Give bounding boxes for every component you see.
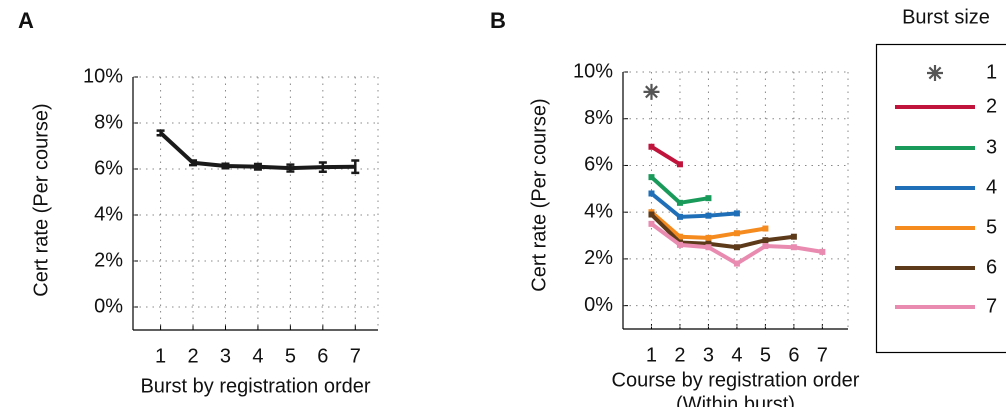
y-tick-label: 4% bbox=[94, 203, 123, 225]
y-tick-label: 6% bbox=[584, 154, 613, 176]
x-tick-label: 1 bbox=[646, 344, 657, 366]
point-marker bbox=[648, 220, 655, 227]
x-tick-label: 7 bbox=[817, 344, 828, 366]
error-bar bbox=[318, 161, 327, 174]
point-marker bbox=[733, 260, 740, 267]
error-bar bbox=[221, 162, 230, 170]
point-marker bbox=[648, 174, 655, 181]
legend-box bbox=[875, 43, 1006, 354]
error-bar bbox=[351, 159, 360, 175]
y-tick-label: 2% bbox=[584, 247, 613, 269]
x-axis-label: Course by registration order bbox=[612, 369, 860, 391]
x-tick-label: 6 bbox=[317, 345, 328, 367]
y-tick-label: 8% bbox=[584, 107, 613, 129]
point-marker bbox=[705, 195, 712, 202]
point-marker bbox=[648, 190, 655, 197]
point-marker bbox=[733, 244, 740, 251]
point-marker bbox=[790, 233, 797, 240]
legend-title: Burst size bbox=[902, 6, 990, 28]
x-tick-label: 4 bbox=[252, 345, 263, 367]
series-line bbox=[650, 191, 738, 219]
y-axis-label: Cert rate (Per course) bbox=[30, 103, 52, 296]
y-tick-label: 2% bbox=[94, 249, 123, 271]
point-marker bbox=[648, 211, 655, 218]
legend-label: 3 bbox=[986, 136, 997, 158]
x-tick-label: 3 bbox=[220, 345, 231, 367]
x-tick-label: 5 bbox=[285, 345, 296, 367]
legend-label: 4 bbox=[986, 176, 997, 198]
series-line bbox=[650, 213, 795, 250]
point-marker bbox=[733, 230, 740, 237]
error-bar bbox=[286, 163, 295, 173]
x-tick-label: 3 bbox=[703, 344, 714, 366]
error-bar bbox=[189, 159, 198, 167]
legend-label: 5 bbox=[986, 216, 997, 238]
error-bar bbox=[253, 162, 262, 171]
panel-label: A bbox=[18, 8, 34, 33]
point-marker bbox=[676, 199, 683, 206]
point-marker bbox=[676, 161, 683, 168]
legend-label: 6 bbox=[986, 256, 997, 278]
x-tick-label: 6 bbox=[788, 344, 799, 366]
point-marker bbox=[762, 243, 769, 250]
legend-label: 1 bbox=[986, 61, 997, 83]
point-marker bbox=[705, 240, 712, 247]
point-marker bbox=[676, 241, 683, 248]
series-line bbox=[650, 145, 682, 166]
asterisk-marker bbox=[643, 83, 660, 100]
point-marker bbox=[790, 244, 797, 251]
y-tick-label: 8% bbox=[94, 111, 123, 133]
point-marker bbox=[705, 212, 712, 219]
point-marker bbox=[676, 213, 683, 220]
x-tick-label: 5 bbox=[760, 344, 771, 366]
y-tick-label: 0% bbox=[94, 295, 123, 317]
point-marker bbox=[762, 237, 769, 244]
error-bar bbox=[156, 129, 165, 137]
point-marker bbox=[733, 210, 740, 217]
y-tick-label: 10% bbox=[573, 60, 613, 82]
point-marker bbox=[648, 143, 655, 150]
point-marker bbox=[705, 244, 712, 251]
point-marker bbox=[676, 233, 683, 240]
y-tick-label: 0% bbox=[584, 294, 613, 316]
panel-label: B bbox=[490, 8, 506, 33]
x-tick-label: 4 bbox=[731, 344, 742, 366]
y-tick-label: 4% bbox=[584, 200, 613, 222]
point-marker bbox=[762, 225, 769, 232]
x-tick-label: 2 bbox=[674, 344, 685, 366]
legend-label: 2 bbox=[986, 95, 997, 117]
y-tick-label: 10% bbox=[83, 65, 123, 87]
x-axis-label: Burst by registration order bbox=[140, 375, 370, 397]
x-tick-label: 7 bbox=[350, 345, 361, 367]
point-marker bbox=[819, 248, 826, 255]
legend-label: 7 bbox=[986, 295, 997, 317]
point-marker bbox=[705, 234, 712, 241]
x-tick-label: 2 bbox=[187, 345, 198, 367]
y-tick-label: 6% bbox=[94, 157, 123, 179]
y-axis-label: Cert rate (Per course) bbox=[528, 98, 550, 291]
legend-swatch bbox=[927, 65, 943, 81]
x-tick-label: 1 bbox=[155, 345, 166, 367]
x-axis-label: (Within burst) bbox=[676, 393, 795, 407]
